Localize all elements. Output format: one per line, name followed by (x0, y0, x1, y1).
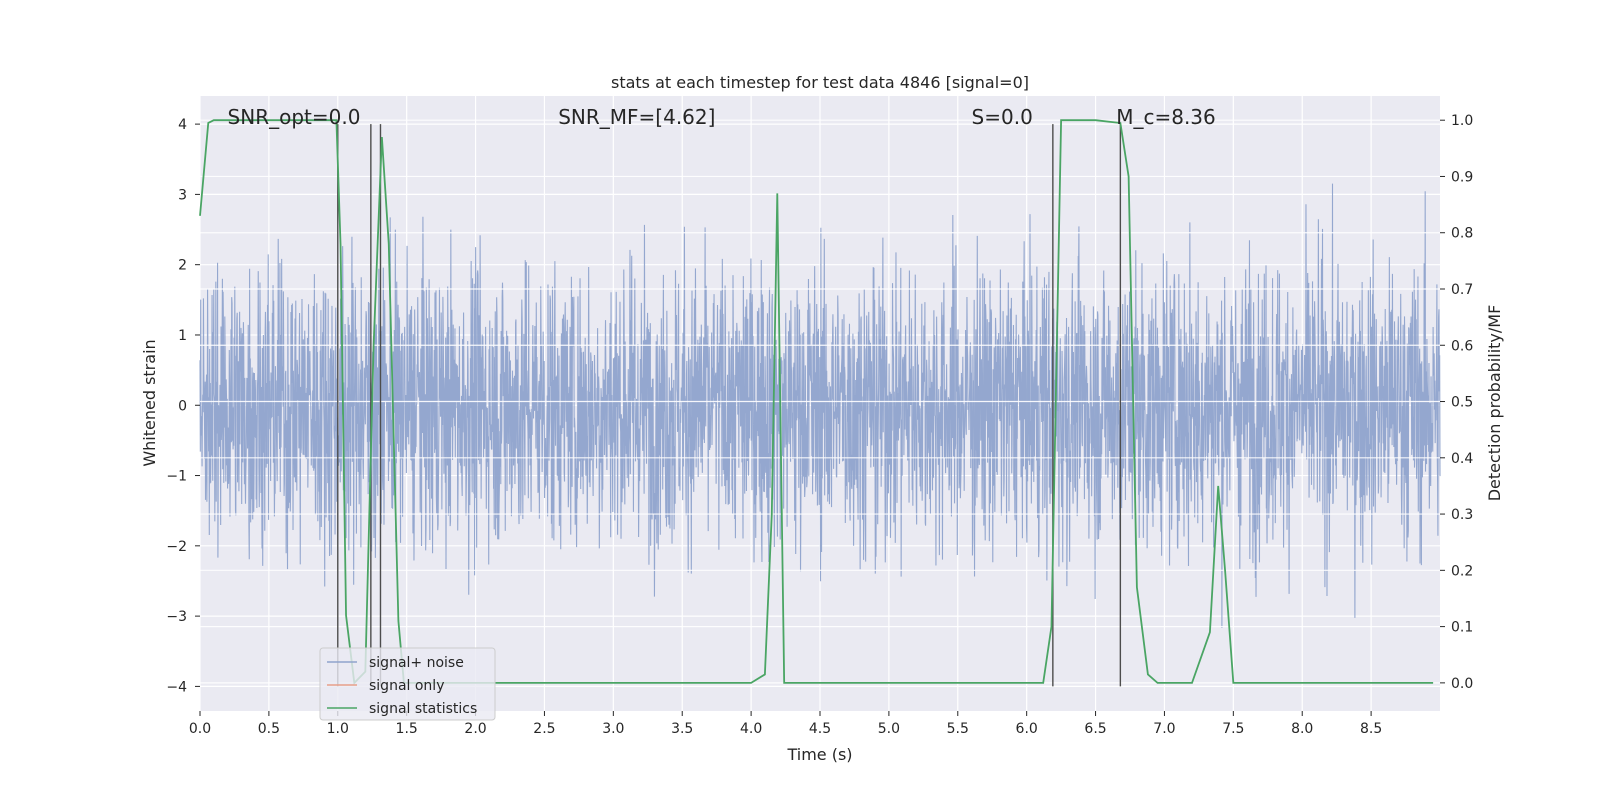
x-tick-label: 8.5 (1360, 721, 1382, 737)
y-right-axis-label: Detection probability/MF (1485, 305, 1504, 502)
y-left-tick-label: 3 (178, 187, 187, 203)
x-tick-label: 0.5 (258, 721, 280, 737)
y-right-tick-label: 0.4 (1451, 451, 1473, 467)
x-tick-label: 8.0 (1291, 721, 1313, 737)
x-tick-label: 0.0 (189, 721, 211, 737)
x-axis-ticks: 0.0 0.5 1.0 1.5 2.0 2.5 3.0 3.5 4.0 4.5 5.0 5.5 6.0 6… (189, 711, 1382, 737)
y-left-axis-label: Whitened strain (140, 339, 159, 466)
annotation-1: SNR_MF=[4.62] (558, 105, 715, 129)
y-left-tick-label: 1 (178, 328, 187, 344)
legend: signal+ noise signal only signal statist… (319, 647, 496, 721)
y-left-tick-label: −3 (166, 609, 187, 625)
y-right-axis-ticks: 1.0 0.9 0.8 0.7 0.6 0.5 0.4 0.3 0.2 0.1 0.0 (1440, 113, 1473, 692)
x-axis-label: Time (s) (786, 745, 852, 764)
y-right-tick-label: 0.7 (1451, 282, 1473, 298)
x-tick-label: 4.0 (740, 721, 762, 737)
x-tick-label: 5.0 (878, 721, 900, 737)
x-tick-label: 1.0 (327, 721, 349, 737)
y-left-tick-label: 2 (178, 258, 187, 274)
y-left-tick-label: 0 (178, 398, 187, 414)
chart-title: stats at each timestep for test data 484… (611, 73, 1029, 92)
x-tick-label: 3.0 (602, 721, 624, 737)
annotation-3: M_c=8.36 (1116, 105, 1216, 129)
signal-statistics-line (199, 119, 1434, 685)
x-tick-label: 1.5 (396, 721, 418, 737)
legend-box (319, 647, 496, 721)
series-signal-statistics (199, 119, 1434, 685)
y-right-tick-label: 0.6 (1451, 338, 1473, 354)
x-tick-label: 7.0 (1153, 721, 1175, 737)
y-right-tick-label: 0.5 (1451, 395, 1473, 411)
y-right-tick-label: 0.3 (1451, 507, 1473, 523)
signal-noise-line (199, 183, 1441, 628)
y-right-tick-label: 1.0 (1451, 113, 1473, 129)
y-right-tick-label: 0.0 (1451, 676, 1473, 692)
x-tick-label: 7.5 (1222, 721, 1244, 737)
y-right-tick-label: 0.8 (1451, 226, 1473, 242)
y-right-tick-label: 0.9 (1451, 169, 1473, 185)
x-tick-label: 2.5 (533, 721, 555, 737)
legend-label-signal-only: signal only (369, 678, 444, 694)
y-left-tick-label: −1 (166, 469, 187, 485)
y-right-tick-label: 0.1 (1451, 620, 1473, 636)
series-signal-noise (199, 183, 1441, 628)
x-tick-label: 4.5 (809, 721, 831, 737)
x-tick-label: 3.5 (671, 721, 693, 737)
legend-label-signal-noise: signal+ noise (369, 655, 464, 671)
x-tick-label: 2.0 (464, 721, 486, 737)
x-tick-label: 5.5 (947, 721, 969, 737)
annotation-0: SNR_opt=0.0 (228, 105, 361, 129)
annotation-2: S=0.0 (972, 105, 1033, 129)
x-tick-label: 6.5 (1084, 721, 1106, 737)
y-left-axis-ticks: 4 3 2 1 0 −1 −2 −3 −4 (166, 117, 200, 695)
y-left-tick-label: −2 (166, 539, 187, 555)
x-tick-label: 6.0 (1016, 721, 1038, 737)
y-left-tick-label: −4 (166, 679, 187, 695)
y-left-tick-label: 4 (178, 117, 187, 133)
y-right-tick-label: 0.2 (1451, 563, 1473, 579)
annotations: SNR_opt=0.0 SNR_MF=[4.62] S=0.0 M_c=8.36 (228, 105, 1216, 129)
legend-label-signal-statistics: signal statistics (369, 701, 477, 717)
